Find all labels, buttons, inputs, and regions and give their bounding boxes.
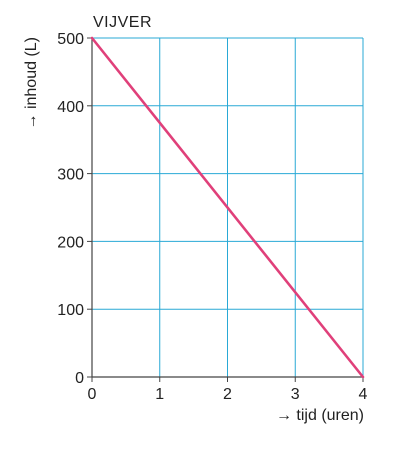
- x-tick-label: 1: [155, 386, 164, 403]
- y-axis-label: → inhoud (L): [23, 37, 40, 130]
- chart-title: VIJVER: [93, 14, 152, 31]
- x-tick-label: 4: [359, 386, 368, 403]
- x-axis-label: → tijd (uren): [276, 407, 364, 424]
- axes: [87, 37, 364, 382]
- y-tick-label: 200: [57, 234, 84, 251]
- y-tick-label: 300: [57, 167, 84, 184]
- x-tick-label: 0: [88, 386, 97, 403]
- series: [90, 36, 365, 379]
- y-tick-label: 0: [75, 370, 84, 387]
- tick-labels: 0 1 2 3 4 0 100 200 300 400 500: [57, 31, 367, 403]
- y-tick-label: 400: [57, 99, 84, 116]
- grid: [92, 37, 364, 377]
- y-tick-label: 100: [57, 302, 84, 319]
- x-tick-label: 3: [291, 386, 300, 403]
- y-tick-label: 500: [57, 31, 84, 48]
- series-line: [90, 36, 365, 379]
- x-tick-label: 2: [223, 386, 232, 403]
